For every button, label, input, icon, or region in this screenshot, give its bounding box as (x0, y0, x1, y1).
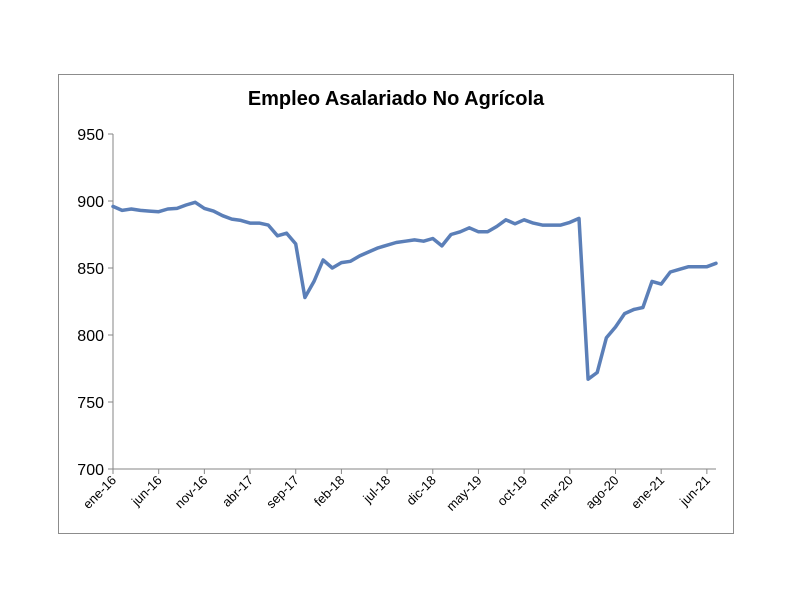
data-point (157, 210, 160, 213)
data-point (623, 312, 626, 315)
chart-frame (58, 74, 734, 534)
data-point (349, 260, 352, 263)
data-point (596, 371, 599, 374)
y-tick-label: 800 (77, 328, 104, 345)
data-point (696, 265, 699, 268)
data-point (568, 221, 571, 224)
data-point (166, 208, 169, 211)
data-point (514, 222, 517, 225)
data-point (322, 258, 325, 261)
series-line (111, 200, 718, 381)
data-point (112, 205, 115, 208)
data-point (367, 250, 370, 253)
x-tick-label: sep-17 (263, 473, 302, 512)
data-point (651, 280, 654, 283)
x-tick-label: jun-16 (128, 473, 165, 510)
data-point (121, 209, 124, 212)
data-point (550, 224, 553, 227)
data-point (395, 241, 398, 244)
data-point (313, 280, 316, 283)
data-point (221, 214, 224, 217)
y-tick-label: 850 (77, 261, 104, 278)
data-point (294, 242, 297, 245)
data-point (194, 201, 197, 204)
data-point (258, 222, 261, 225)
data-point (715, 262, 718, 265)
data-point (532, 222, 535, 225)
chart-title: Empleo Asalariado No Agrícola (247, 88, 545, 110)
data-point (450, 233, 453, 236)
data-point (669, 271, 672, 274)
y-tick-label: 700 (77, 462, 104, 479)
data-point (239, 219, 242, 222)
data-point (559, 224, 562, 227)
data-point (404, 240, 407, 243)
data-point (139, 209, 142, 212)
x-tick-label: ago-20 (582, 473, 621, 512)
data-point (477, 230, 480, 233)
data-point (431, 237, 434, 240)
data-point (285, 232, 288, 235)
data-point (203, 207, 206, 210)
data-point (422, 240, 425, 243)
y-tick-label: 950 (77, 127, 104, 144)
data-point (495, 225, 498, 228)
data-point (386, 244, 389, 247)
data-point (276, 234, 279, 237)
y-tick-label: 750 (77, 395, 104, 412)
data-point (185, 204, 188, 207)
data-point (705, 265, 708, 268)
x-tick-label: jun-21 (676, 473, 713, 510)
data-point (440, 244, 443, 247)
data-point (249, 222, 252, 225)
x-tick-label: may-19 (443, 473, 484, 514)
data-point (605, 336, 608, 339)
x-tick-label: oct-19 (494, 473, 530, 509)
data-point (523, 218, 526, 221)
x-tick-label: ene-21 (628, 473, 667, 512)
data-point (687, 265, 690, 268)
data-point (175, 207, 178, 210)
data-point (230, 218, 233, 221)
data-point (577, 217, 580, 220)
data-point (358, 254, 361, 257)
data-point (148, 210, 151, 213)
x-tick-label: mar-20 (536, 473, 576, 513)
data-point (587, 378, 590, 381)
data-point (130, 208, 133, 211)
data-point (212, 210, 215, 213)
x-tick-label: feb-18 (311, 473, 348, 510)
data-point (541, 224, 544, 227)
data-point (614, 325, 617, 328)
data-point (641, 306, 644, 309)
data-point (504, 218, 507, 221)
data-point (660, 283, 663, 286)
data-point (267, 224, 270, 227)
data-point (376, 246, 379, 249)
data-point (678, 268, 681, 271)
data-point (632, 308, 635, 311)
data-point (468, 226, 471, 229)
x-tick-label: nov-16 (172, 473, 211, 512)
data-point (340, 261, 343, 264)
x-tick-label: jul-18 (359, 473, 393, 507)
data-point (331, 267, 334, 270)
data-point (486, 230, 489, 233)
data-point (413, 238, 416, 241)
y-tick-label: 900 (77, 194, 104, 211)
data-point (303, 296, 306, 299)
data-point (459, 230, 462, 233)
x-tick-label: abr-17 (219, 473, 256, 510)
x-tick-label: dic-18 (403, 473, 439, 509)
